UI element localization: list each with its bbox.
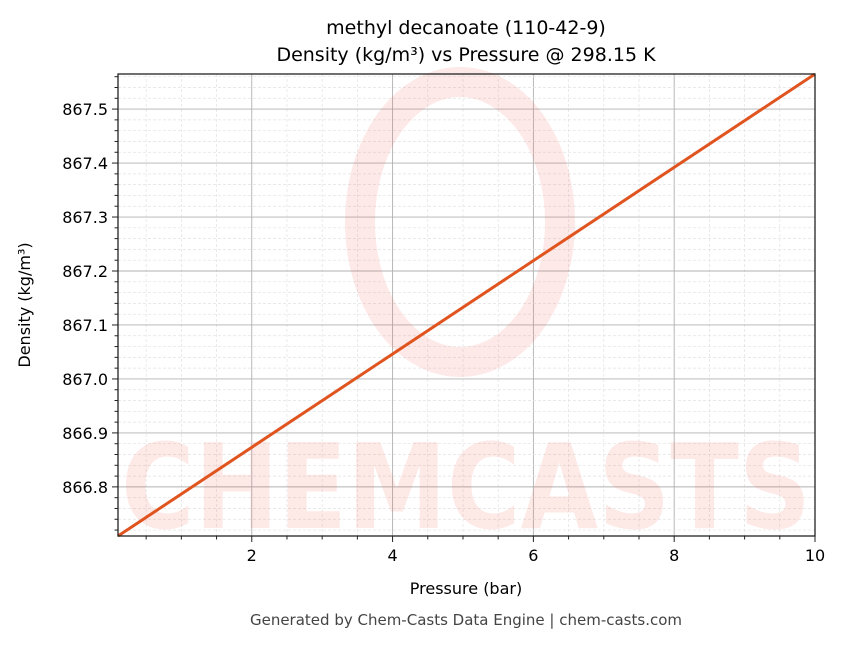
x-tick-label: 6 (528, 546, 538, 565)
chart-subtitle: Density (kg/m³) vs Pressure @ 298.15 K (276, 44, 656, 66)
x-tick-label: 8 (669, 546, 679, 565)
y-tick-label: 867.3 (62, 208, 108, 227)
x-axis-label: Pressure (bar) (410, 579, 522, 598)
series-layer (117, 72, 816, 538)
watermark: CHEMCASTS (121, 67, 811, 556)
watermark-logo-ring (345, 67, 575, 377)
plot-frame (117, 73, 816, 537)
watermark-text: CHEMCASTS (121, 418, 811, 556)
x-tick-label: 4 (387, 546, 397, 565)
chart-title: methyl decanoate (110-42-9) (326, 17, 606, 39)
series-line (117, 72, 816, 538)
y-tick-label: 866.9 (62, 424, 108, 443)
x-tick-label: 10 (805, 546, 825, 565)
footer-text: Generated by Chem-Casts Data Engine | ch… (250, 611, 682, 629)
y-axis-label: Density (kg/m³) (15, 242, 34, 367)
grid (118, 74, 816, 536)
ticks: 2 4 6 8 10 866.8 866.9 867.0 867.1 867.2 867.3 867.… (62, 76, 825, 565)
x-tick-label: 2 (247, 546, 257, 565)
y-tick-label: 867.0 (62, 370, 108, 389)
y-tick-label: 867.2 (62, 262, 108, 281)
y-tick-label: 867.5 (62, 100, 108, 119)
y-tick-label: 867.1 (62, 316, 108, 335)
y-tick-label: 866.8 (62, 478, 108, 497)
y-tick-label: 867.4 (62, 154, 108, 173)
